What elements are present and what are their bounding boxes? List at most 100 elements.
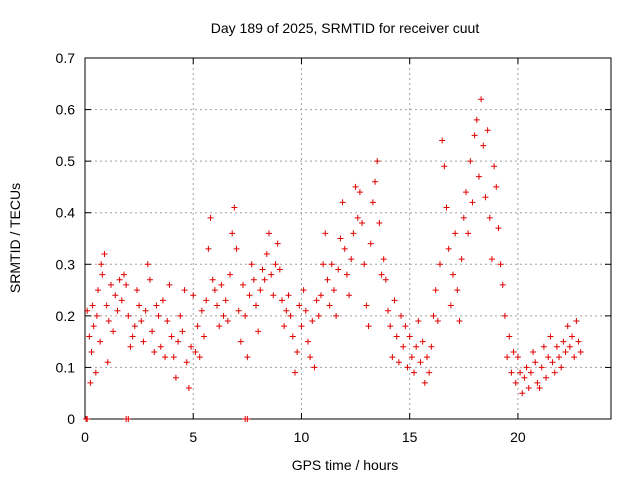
data-point xyxy=(248,261,255,268)
data-point xyxy=(348,256,355,263)
data-point xyxy=(110,328,117,335)
data-point xyxy=(237,338,244,345)
data-point xyxy=(575,338,582,345)
data-point xyxy=(506,333,513,340)
data-point xyxy=(307,354,314,361)
data-point xyxy=(317,292,324,299)
data-point xyxy=(93,312,100,319)
data-point xyxy=(157,343,164,350)
data-point xyxy=(214,302,221,309)
data-point xyxy=(240,281,247,288)
data-point xyxy=(253,302,260,309)
data-point xyxy=(378,271,385,278)
data-point xyxy=(159,297,166,304)
data-point xyxy=(257,287,264,294)
data-point xyxy=(372,178,379,185)
y-tick-label: 0.7 xyxy=(56,50,76,66)
data-point xyxy=(508,369,515,376)
data-point xyxy=(244,354,251,361)
data-point xyxy=(380,256,387,263)
data-point xyxy=(84,416,91,422)
data-point xyxy=(201,333,208,340)
data-point xyxy=(211,287,218,294)
data-point xyxy=(127,343,134,350)
data-point xyxy=(549,359,556,366)
data-point xyxy=(289,333,296,340)
data-point xyxy=(495,225,502,232)
y-tick-labels: 0 0.1 0.2 0.3 0.4 0.5 0.6 0.7 xyxy=(56,50,76,427)
y-tick-label: 0.2 xyxy=(56,308,76,324)
data-point xyxy=(203,297,210,304)
data-point xyxy=(294,348,301,355)
data-point xyxy=(313,297,320,304)
data-point xyxy=(142,307,149,314)
data-point xyxy=(89,302,96,309)
data-point xyxy=(183,359,190,366)
data-point xyxy=(512,379,519,386)
axis-ticks xyxy=(84,57,611,420)
data-point xyxy=(387,323,394,330)
data-point xyxy=(545,354,552,361)
data-point xyxy=(231,204,238,211)
data-point xyxy=(250,276,257,283)
data-point xyxy=(493,183,500,190)
data-point xyxy=(125,416,132,422)
data-point xyxy=(452,230,459,237)
data-point xyxy=(144,261,151,268)
data-point xyxy=(92,369,99,376)
data-point xyxy=(365,323,372,330)
plot-frame xyxy=(84,57,612,420)
data-point xyxy=(205,245,212,252)
data-point xyxy=(192,348,199,355)
data-point xyxy=(521,374,528,381)
data-point xyxy=(304,338,311,345)
data-point xyxy=(298,323,305,330)
data-point xyxy=(374,158,381,165)
data-point xyxy=(434,318,441,325)
data-point xyxy=(478,96,485,103)
data-point xyxy=(443,204,450,211)
data-point xyxy=(421,379,428,386)
data-point xyxy=(523,364,530,371)
data-point xyxy=(123,281,130,288)
data-point xyxy=(185,385,192,392)
data-point xyxy=(352,183,359,190)
data-point xyxy=(179,328,186,335)
x-tick-label: 15 xyxy=(402,429,418,445)
data-point xyxy=(346,292,353,299)
data-point xyxy=(326,302,333,309)
data-point xyxy=(361,261,368,268)
chart-title: Day 189 of 2025, SRMTID for receiver cuu… xyxy=(211,20,480,36)
data-point xyxy=(104,359,111,366)
data-point xyxy=(97,338,104,345)
data-point xyxy=(426,369,433,376)
data-point xyxy=(436,261,443,268)
data-point xyxy=(103,302,110,309)
data-point xyxy=(339,199,346,206)
data-point xyxy=(562,348,569,355)
data-point xyxy=(488,256,495,263)
data-point xyxy=(471,132,478,139)
data-point xyxy=(415,318,422,325)
data-point xyxy=(558,364,565,371)
data-point xyxy=(274,240,281,247)
data-point xyxy=(398,312,405,319)
data-point xyxy=(129,333,136,340)
data-point xyxy=(413,343,420,350)
data-point xyxy=(376,220,383,227)
data-point xyxy=(300,287,307,294)
data-point xyxy=(356,189,363,196)
data-point xyxy=(281,323,288,330)
data-point xyxy=(222,297,229,304)
data-point xyxy=(367,240,374,247)
data-point xyxy=(218,281,225,288)
data-point xyxy=(556,354,563,361)
data-point xyxy=(118,297,125,304)
y-tick-label: 0.6 xyxy=(56,102,76,118)
x-tick-label: 20 xyxy=(510,429,526,445)
data-point xyxy=(84,307,91,314)
data-point xyxy=(149,328,156,335)
data-point xyxy=(261,276,268,283)
x-tick-label: 0 xyxy=(81,429,89,445)
data-point xyxy=(564,323,571,330)
